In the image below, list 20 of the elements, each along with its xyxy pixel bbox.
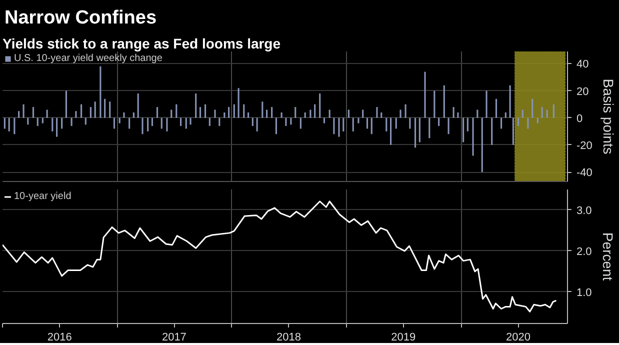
y-tick-label: 0 xyxy=(576,112,583,125)
y-axis-title: Basis points xyxy=(600,78,616,154)
x-tick-label: 2018 xyxy=(276,332,302,344)
y-tick-label: -40 xyxy=(576,167,592,180)
x-tick-label: 2020 xyxy=(506,332,530,344)
y-tick-label: 20 xyxy=(576,86,589,98)
x-tick-label: 2019 xyxy=(391,332,416,344)
chart-subtitle: Yields stick to a range as Fed looms large xyxy=(2,36,281,52)
y-tick-label: 2.0 xyxy=(576,246,592,258)
x-tick-label: 2016 xyxy=(47,332,72,344)
x-tick-label: 2017 xyxy=(162,332,186,344)
legend-label: U.S. 10-year yield weekly change xyxy=(14,53,162,64)
chart-title: Narrow Confines xyxy=(4,8,157,28)
y-tick-label: 40 xyxy=(576,58,589,71)
legend-label: 10-year yield xyxy=(14,191,72,202)
y-tick-label: -20 xyxy=(576,140,592,152)
line-series xyxy=(2,200,557,312)
y-tick-label: 3.0 xyxy=(576,204,592,217)
y-axis-title: Percent xyxy=(600,232,616,281)
y-tick-label: 1.0 xyxy=(576,286,592,299)
